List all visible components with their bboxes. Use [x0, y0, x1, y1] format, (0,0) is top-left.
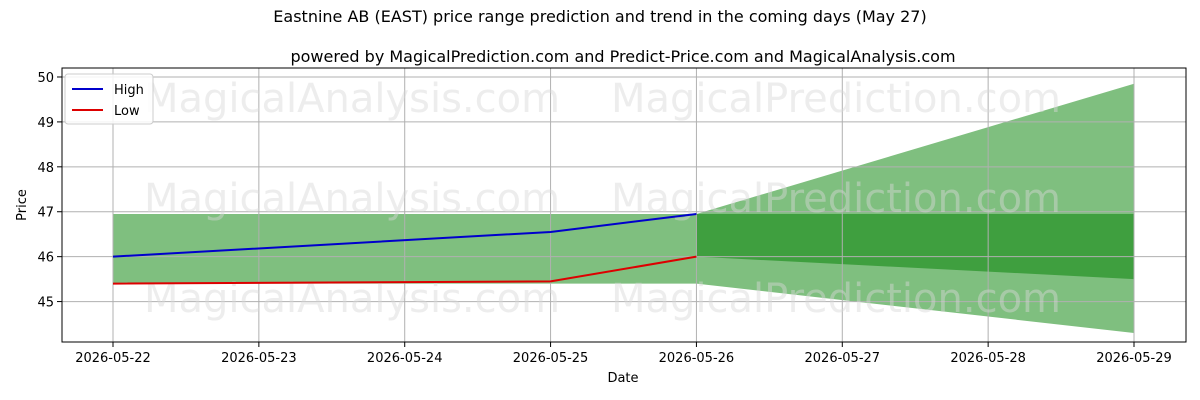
chart-subtitle: powered by MagicalPrediction.com and Pre… — [290, 47, 955, 66]
x-tick-label: 2026-05-26 — [659, 351, 735, 366]
y-tick-label: 49 — [37, 116, 54, 131]
chart-title: Eastnine AB (EAST) price range predictio… — [273, 7, 926, 26]
watermark-text: MagicalPrediction.com — [611, 76, 1061, 122]
series-line-high — [112, 212, 697, 258]
watermark-text: MagicalAnalysis.com — [144, 176, 560, 222]
y-axis-label: Price — [15, 189, 30, 221]
legend-box — [64, 73, 154, 125]
x-tick-label: 2026-05-25 — [513, 351, 589, 366]
x-ticks: 2026-05-22 2026-05-23 2026-05-24 2026-05-25… — [75, 342, 1172, 366]
x-tick-label: 2026-05-28 — [950, 351, 1026, 366]
x-tick-label: 2026-05-29 — [1096, 351, 1172, 366]
y-ticks: 45 46 47 48 49 50 — [37, 71, 62, 311]
legend-label-low: Low — [114, 104, 140, 119]
y-tick-label: 47 — [37, 206, 54, 221]
watermark-text: MagicalAnalysis.com — [144, 76, 560, 122]
x-axis-label: Date — [607, 371, 638, 386]
grid-layer — [62, 68, 1186, 342]
y-tick-label: 45 — [37, 296, 54, 311]
range-band-2 — [696, 213, 1134, 280]
y-tick-label: 48 — [37, 161, 54, 176]
plot-frame — [61, 67, 1187, 343]
y-tick-label: 50 — [37, 71, 54, 86]
legend: High Low — [64, 73, 154, 125]
x-tick-label: 2026-05-23 — [221, 351, 297, 366]
series-line-low — [112, 255, 697, 285]
legend-label-high: High — [114, 83, 144, 98]
watermark-text: MagicalPrediction.com — [611, 176, 1061, 222]
x-tick-label: 2026-05-24 — [367, 351, 443, 366]
watermark-text: MagicalPrediction.com — [611, 276, 1061, 322]
y-tick-label: 46 — [37, 251, 54, 266]
x-tick-label: 2026-05-22 — [75, 351, 151, 366]
series-layer — [112, 212, 697, 285]
x-tick-label: 2026-05-27 — [805, 351, 881, 366]
watermark-layer: MagicalAnalysis.com MagicalPrediction.co… — [144, 76, 1061, 322]
